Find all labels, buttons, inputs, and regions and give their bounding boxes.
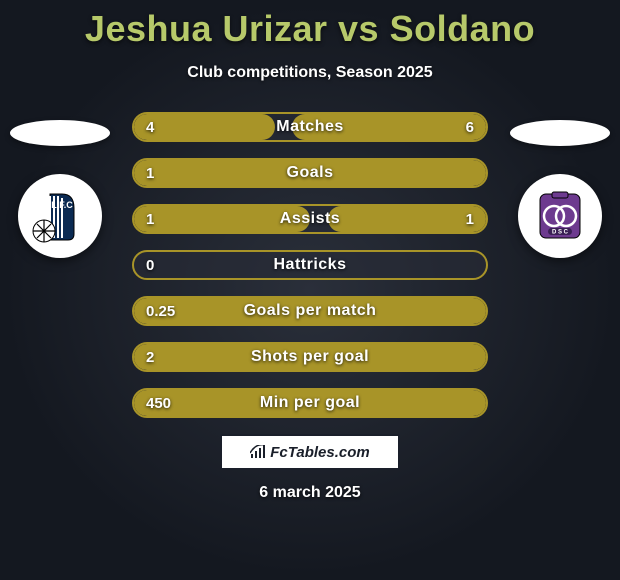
stats-list: 46Matches 1Goals 11Assists 0Hattricks 0.25Go… [132,112,488,418]
date-label: 6 march 2025 [0,484,620,502]
club-right-panel: D S C [510,120,610,258]
club-left-panel: L.F.C [10,120,110,258]
stat-label: Shots per goal [134,344,486,370]
page-title: Jeshua Urizar vs Soldano [0,0,620,50]
stat-row: 1Goals [132,158,488,188]
stat-row: 11Assists [132,204,488,234]
player-ellipse-right [510,120,610,146]
stat-label: Matches [134,114,486,140]
stat-label: Hattricks [134,252,486,278]
player-ellipse-left [10,120,110,146]
stat-label: Min per goal [134,390,486,416]
branding-label: FcTables.com [270,444,369,461]
branding-badge: FcTables.com [220,434,400,470]
stat-row: 2Shots per goal [132,342,488,372]
stat-row: 46Matches [132,112,488,142]
stat-label: Goals per match [134,298,486,324]
stat-row: 0Hattricks [132,250,488,280]
stat-row: 450Min per goal [132,388,488,418]
stat-label: Goals [134,160,486,186]
svg-text:D S C: D S C [552,230,569,236]
club-crest-left: L.F.C [18,174,102,258]
svg-text:L.F.C: L.F.C [51,200,73,210]
chart-icon [250,445,266,459]
stat-label: Assists [134,206,486,232]
club-crest-right: D S C [518,174,602,258]
stat-row: 0.25Goals per match [132,296,488,326]
subtitle: Club competitions, Season 2025 [0,64,620,82]
